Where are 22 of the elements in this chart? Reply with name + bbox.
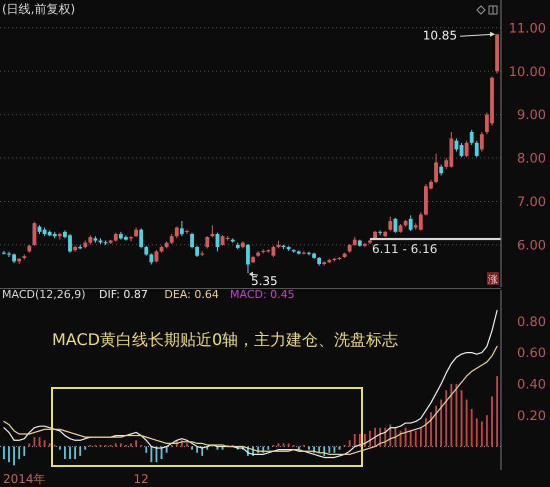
text: DIF: 0.87 [99, 288, 148, 301]
y-tick-label: 11.00 [508, 21, 546, 36]
x-tick-label: 12 [134, 472, 149, 486]
y-tick-label: 0.20 [517, 408, 546, 424]
annotation: 10.85 [422, 28, 458, 42]
annotation: 5.35 [250, 274, 278, 288]
y-tick-label: 7.00 [517, 195, 546, 210]
annotation: MACD: 0.45 [230, 288, 295, 301]
text: DEA: 0.64 [164, 288, 219, 301]
band-label: 6.11 - 6.16 [372, 242, 438, 256]
y-tick-label: 0.40 [517, 377, 546, 392]
y-tick-label: 9.00 [517, 108, 546, 124]
annotation: MACD黄白线长期贴近0轴，主力建仓、洗盘标志 [52, 330, 398, 349]
chart-title: (日线,前复权) [2, 2, 76, 16]
y-tick-label: 10.00 [508, 64, 546, 80]
chart-title: MACD(12,26,9) [2, 288, 86, 301]
y-tick-label: 6.00 [517, 238, 546, 254]
y-tick-label: 0.60 [517, 346, 546, 362]
annotation: 涨 [488, 274, 498, 286]
y-tick-label: 8.00 [517, 152, 546, 167]
x-tick-label: 2014年 [2, 472, 46, 486]
y-tick-label: 0.80 [517, 314, 546, 330]
